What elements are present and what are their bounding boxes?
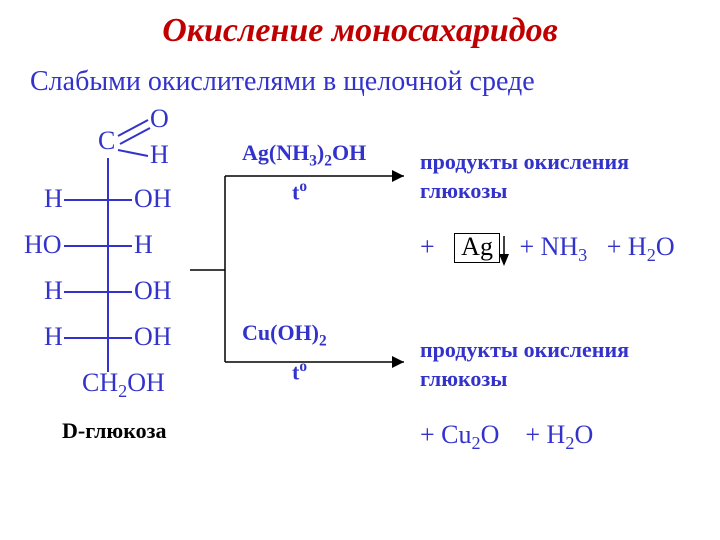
diagram-lines	[0, 0, 720, 540]
